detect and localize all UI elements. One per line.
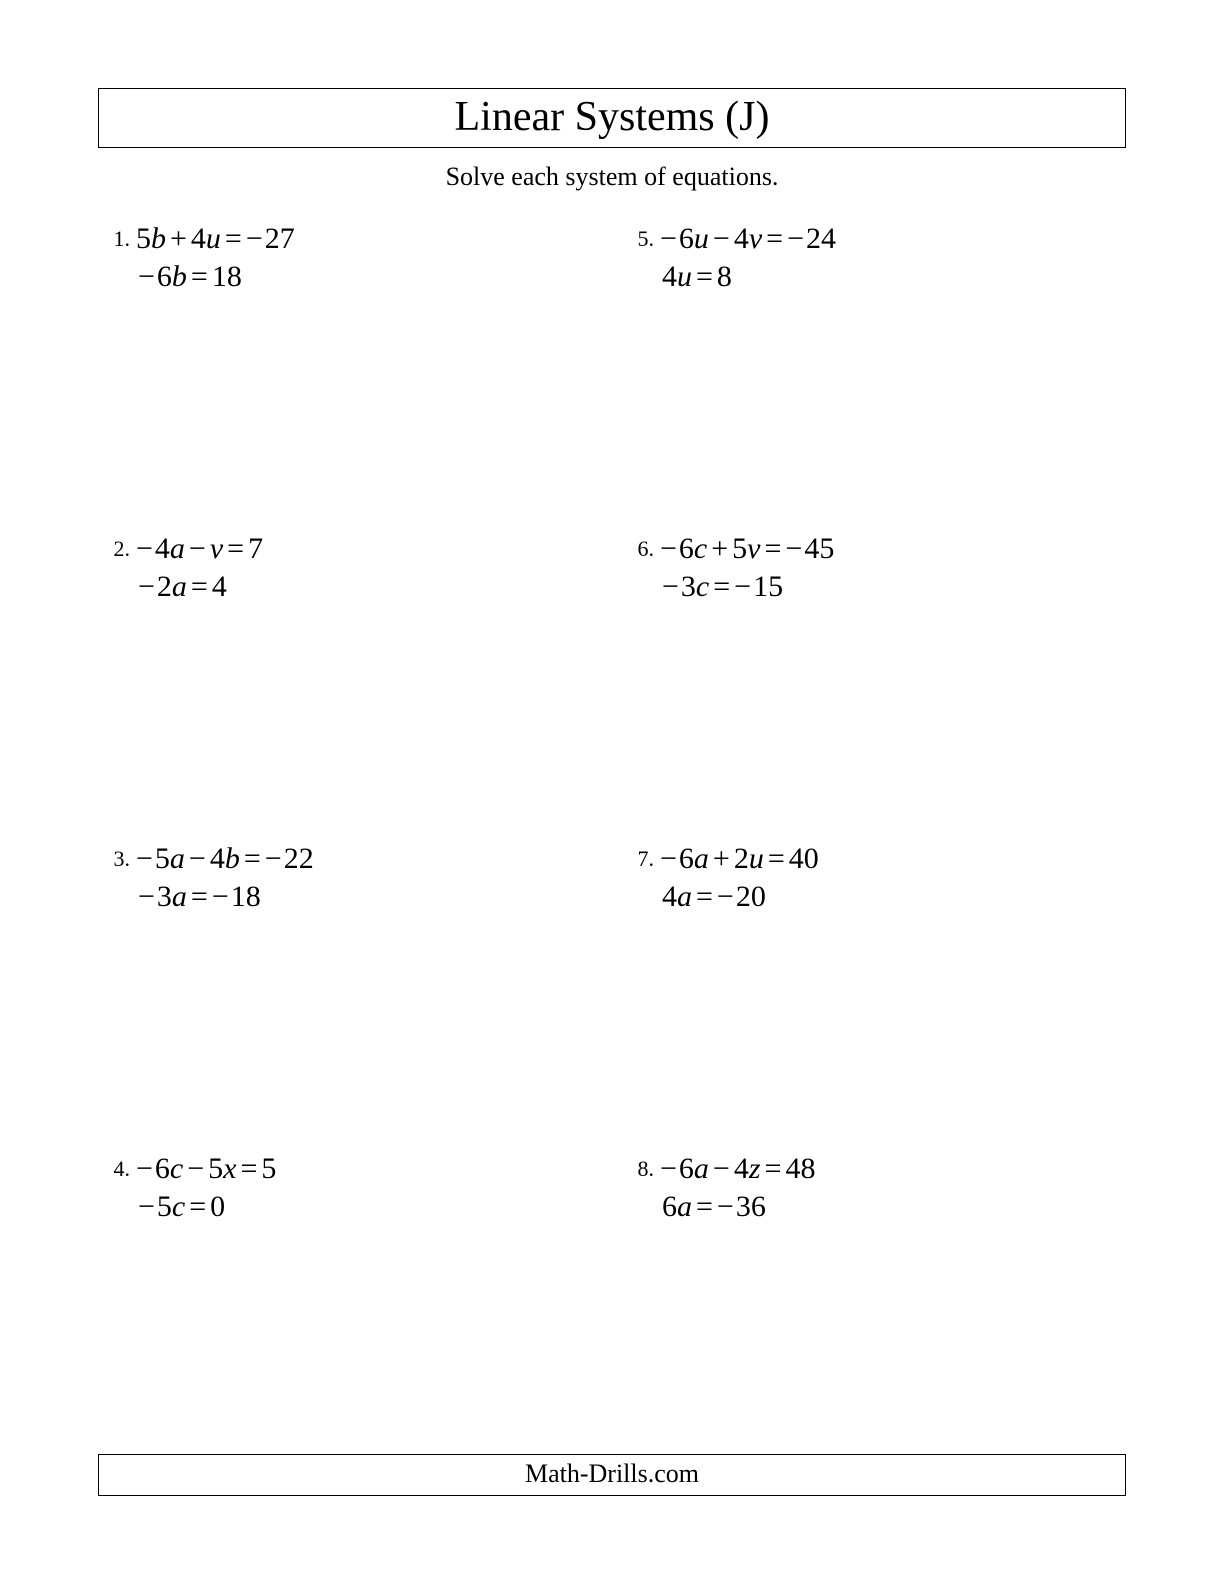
equation-2: −6b=18 [136,258,295,296]
problem-number: 5. [622,220,654,252]
equation-2: −3a=−18 [136,878,314,916]
problem: 6.−6c+5v=−45−3c=−15 [622,530,1126,840]
equation-1: −6c+5v=−45 [660,530,834,568]
problem: 4.−6c−5x=5−5c=0 [98,1150,602,1460]
problem-number: 2. [98,530,130,562]
equation-2: −5c=0 [136,1188,276,1226]
footer: Math-Drills.com [98,1454,1126,1496]
problem-number: 1. [98,220,130,252]
equation-2: −2a=4 [136,568,263,606]
equation-2: 4a=−20 [660,878,819,916]
worksheet-page: Linear Systems (J) Solve each system of … [98,88,1126,1460]
equation-2: −3c=−15 [660,568,834,606]
equation-1: −5a−4b=−22 [136,840,314,878]
page-title: Linear Systems (J) [98,88,1126,148]
equations: −6c+5v=−45−3c=−15 [654,530,834,605]
problem: 7.−6a+2u=404a=−20 [622,840,1126,1150]
equations: 5b+4u=−27−6b=18 [130,220,295,295]
equations: −6a+2u=404a=−20 [654,840,819,915]
equation-1: −6a−4z=48 [660,1150,815,1188]
problem-number: 8. [622,1150,654,1182]
equation-2: 6a=−36 [660,1188,815,1226]
equation-1: −6c−5x=5 [136,1150,276,1188]
equations: −4a−v=7−2a=4 [130,530,263,605]
problem: 2.−4a−v=7−2a=4 [98,530,602,840]
problem: 5.−6u−4v=−244u=8 [622,220,1126,530]
problem: 1.5b+4u=−27−6b=18 [98,220,602,530]
equations: −6a−4z=486a=−36 [654,1150,815,1225]
equation-1: −4a−v=7 [136,530,263,568]
equation-2: 4u=8 [660,258,836,296]
problem-grid: 1.5b+4u=−27−6b=182.−4a−v=7−2a=43.−5a−4b=… [98,220,1126,1460]
equation-1: −6a+2u=40 [660,840,819,878]
instructions: Solve each system of equations. [98,162,1126,192]
equation-1: 5b+4u=−27 [136,220,295,258]
problem-number: 3. [98,840,130,872]
equations: −6c−5x=5−5c=0 [130,1150,276,1225]
problem-number: 4. [98,1150,130,1182]
equations: −6u−4v=−244u=8 [654,220,836,295]
problem: 8.−6a−4z=486a=−36 [622,1150,1126,1460]
problem-number: 7. [622,840,654,872]
equation-1: −6u−4v=−24 [660,220,836,258]
equations: −5a−4b=−22−3a=−18 [130,840,314,915]
problem: 3.−5a−4b=−22−3a=−18 [98,840,602,1150]
problem-number: 6. [622,530,654,562]
